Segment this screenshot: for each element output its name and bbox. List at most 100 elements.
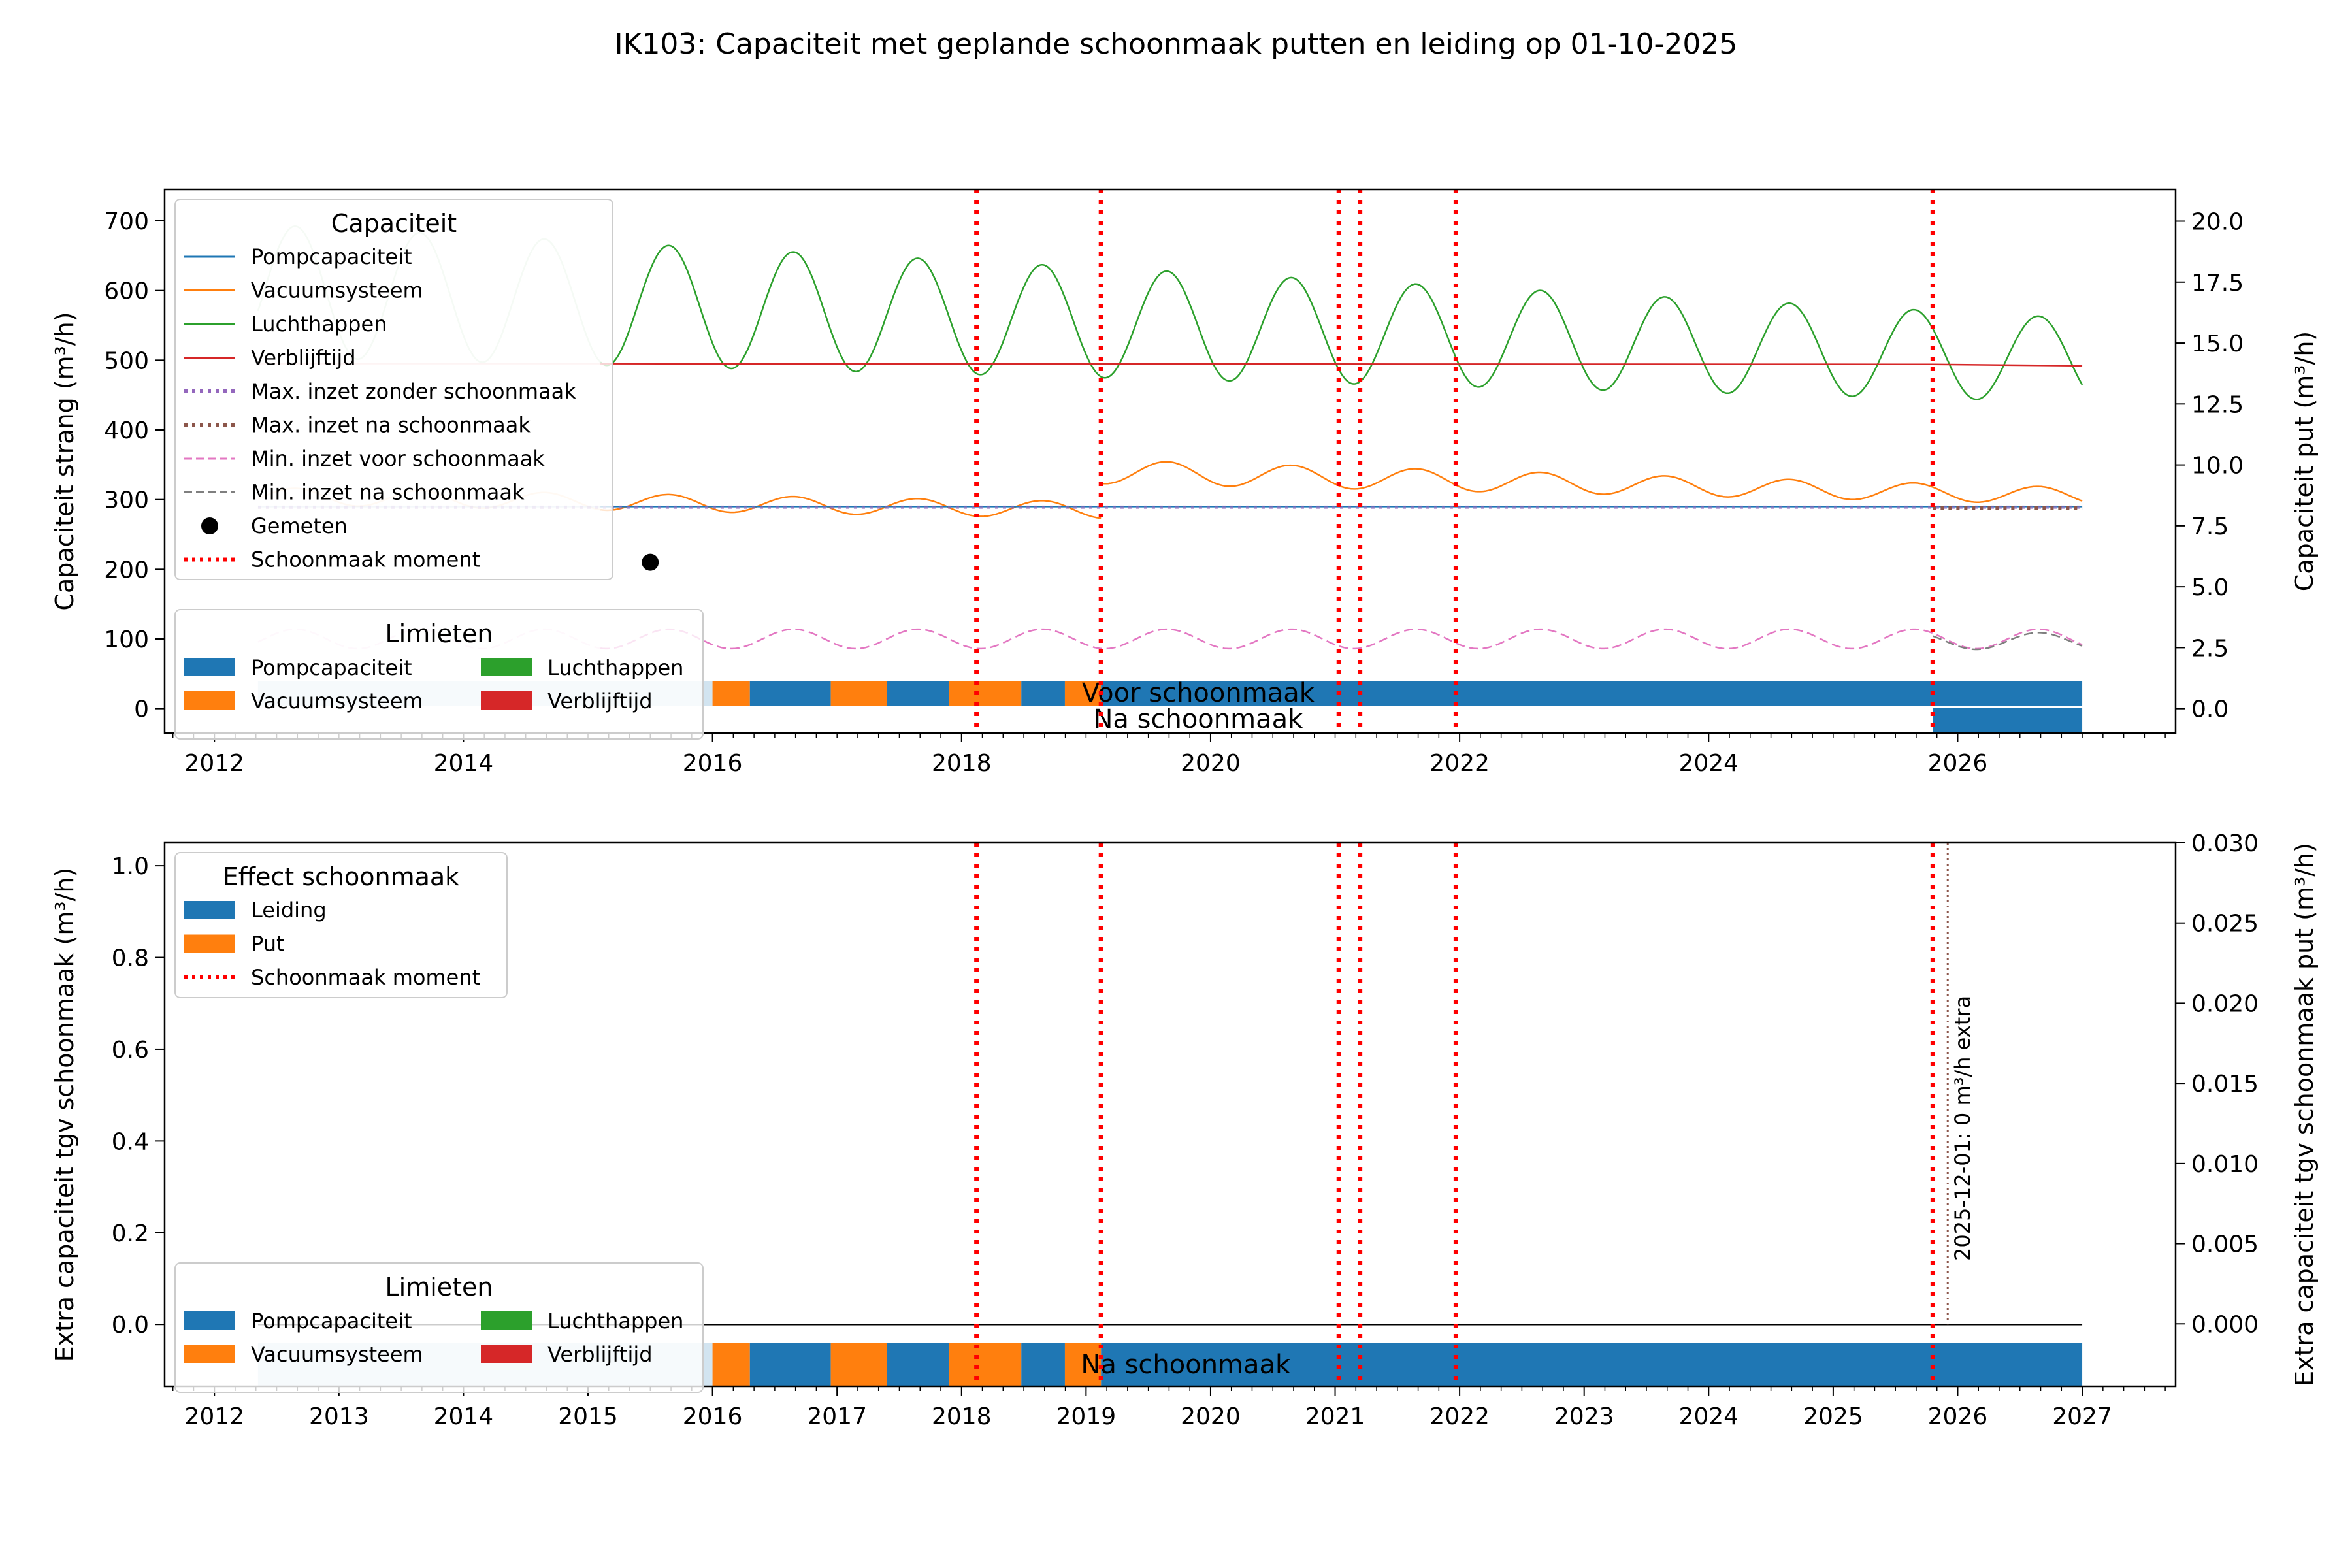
bottom-ytick-label-right: 0.025 xyxy=(2191,911,2259,938)
top-ylabel-right: Capaciteit put (m³/h) xyxy=(2290,331,2319,591)
bottom-xtick-label: 2012 xyxy=(184,1403,244,1430)
bottom-na-limit-bar xyxy=(712,1343,750,1386)
bottom-limieten-legend xyxy=(174,1262,704,1393)
annotation-label: 2025-12-01: 0 m³/h extra xyxy=(1950,996,1975,1261)
capaciteit-legend-entry: Pompcapaciteit xyxy=(251,244,412,269)
capaciteit-legend-entry: Min. inzet na schoonmaak xyxy=(251,480,525,505)
voor-schoonmaak-label: Voor schoonmaak xyxy=(1082,678,1315,708)
top-ytick-label-right: 12.5 xyxy=(2191,391,2244,418)
bottom-xtick-label: 2013 xyxy=(309,1403,369,1430)
top-na-limit-bar xyxy=(1933,708,2083,733)
bottom-limieten-swatch xyxy=(184,1345,235,1363)
top-ytick-label: 400 xyxy=(104,417,149,444)
effect-legend-entry: Put xyxy=(251,932,285,956)
bottom-ytick-label-right: 0.005 xyxy=(2191,1232,2259,1258)
effect-legend-entry: Leiding xyxy=(251,898,327,923)
capaciteit-legend-entry: Min. inzet voor schoonmaak xyxy=(251,446,545,471)
top-voor-limit-bar xyxy=(1021,681,1065,706)
effect-legend xyxy=(174,852,508,998)
top-voor-limit-bar xyxy=(949,681,1022,706)
top-xtick-label: 2018 xyxy=(932,750,992,777)
bottom-ytick-label: 0.8 xyxy=(112,945,149,972)
vacuumsysteem-line xyxy=(1101,461,2083,503)
top-ytick-label-right: 2.5 xyxy=(2191,635,2229,662)
bottom-limieten-entry: Verblijftijd xyxy=(547,1342,653,1367)
bottom-chart: Na schoonmaak 2025-12-01: 0 m³/h extra 201… xyxy=(50,830,2319,1430)
top-axes-frame xyxy=(163,188,2177,734)
bottom-xtick-label: 2020 xyxy=(1181,1403,1241,1430)
bottom-ytick-label-right: 0.030 xyxy=(2191,830,2259,857)
capaciteit-legend-title: Capaciteit xyxy=(331,209,457,238)
top-ytick-label: 200 xyxy=(104,557,149,583)
top-xtick-label: 2024 xyxy=(1678,750,1739,777)
bottom-xtick-label: 2023 xyxy=(1554,1403,1614,1430)
effect-legend-swatch xyxy=(184,901,235,919)
na-schoonmaak-label: Na schoonmaak xyxy=(1093,704,1303,734)
top-ytick-label-right: 15.0 xyxy=(2191,331,2244,357)
top-limieten-entry: Pompcapaciteit xyxy=(251,655,412,680)
top-voor-limit-bar xyxy=(749,681,831,706)
bottom-xtick-label: 2017 xyxy=(807,1403,867,1430)
bottom-ytick-label: 0.6 xyxy=(112,1037,149,1064)
bottom-xtick-label: 2025 xyxy=(1803,1403,1863,1430)
bottom-ytick-label-right: 0.010 xyxy=(2191,1151,2259,1178)
bottom-limieten-entry: Vacuumsysteem xyxy=(251,1342,423,1367)
top-limieten-swatch xyxy=(184,691,235,710)
bottom-na-schoonmaak-label: Na schoonmaak xyxy=(1081,1350,1291,1380)
top-ytick-label: 0 xyxy=(134,696,149,723)
top-ytick-label-right: 0.0 xyxy=(2191,696,2229,723)
effect-legend-title: Effect schoonmaak xyxy=(223,862,459,891)
bottom-ytick-label-right: 0.020 xyxy=(2191,990,2259,1017)
capaciteit-legend-entry: Vacuumsysteem xyxy=(251,278,423,303)
bottom-limieten-legend-title: Limieten xyxy=(385,1273,493,1301)
top-limieten-entry: Vacuumsysteem xyxy=(251,689,423,713)
top-xtick-label: 2020 xyxy=(1181,750,1241,777)
top-ytick-label-right: 10.0 xyxy=(2191,453,2244,480)
bottom-axes-frame xyxy=(163,841,2177,1388)
bottom-xtick-label: 2019 xyxy=(1056,1403,1117,1430)
capaciteit-legend-entry: Schoonmaak moment xyxy=(251,547,480,572)
bottom-xtick-label: 2018 xyxy=(932,1403,992,1430)
bottom-ytick-label: 0.4 xyxy=(112,1128,149,1155)
top-limieten-entry: Verblijftijd xyxy=(547,689,653,713)
bottom-na-limit-bar xyxy=(830,1343,887,1386)
top-ytick-label: 500 xyxy=(104,348,149,374)
capaciteit-legend-entry: Max. inzet zonder schoonmaak xyxy=(251,379,576,404)
bottom-xtick-label: 2024 xyxy=(1678,1403,1739,1430)
effect-legend-entry: Schoonmaak moment xyxy=(251,965,480,990)
bottom-ytick-label: 0.2 xyxy=(112,1220,149,1247)
top-voor-limit-bar xyxy=(887,681,949,706)
bottom-ytick-label: 0.0 xyxy=(112,1312,149,1339)
bottom-xtick-label: 2015 xyxy=(558,1403,618,1430)
top-ytick-label: 600 xyxy=(104,278,149,305)
min-inzet-na-line xyxy=(1933,632,2083,651)
bottom-na-limit-bar xyxy=(887,1343,949,1386)
top-voor-limit-bar xyxy=(1101,681,2083,706)
bottom-xtick-label: 2026 xyxy=(1928,1403,1988,1430)
top-xtick-label: 2016 xyxy=(683,750,743,777)
bottom-ytick-label: 1.0 xyxy=(112,853,149,880)
verblijftijd-line xyxy=(600,363,2083,367)
bottom-ylabel-left: Extra capaciteit tgv schoonmaak (m³/h) xyxy=(50,868,79,1362)
top-limieten-legend-title: Limieten xyxy=(385,619,493,648)
capaciteit-legend-entry: Gemeten xyxy=(251,514,348,538)
bottom-xtick-label: 2021 xyxy=(1305,1403,1365,1430)
top-ytick-label-right: 5.0 xyxy=(2191,574,2229,601)
figure-title: IK103: Capaciteit met geplande schoonmaa… xyxy=(615,27,1738,61)
bottom-na-limit-bar xyxy=(1064,1343,1102,1386)
top-ytick-label: 700 xyxy=(104,208,149,235)
top-xtick-label: 2012 xyxy=(184,750,244,777)
capaciteit-legend-entry: Max. inzet na schoonmaak xyxy=(251,413,531,438)
top-ytick-label-right: 17.5 xyxy=(2191,270,2244,297)
top-voor-limit-bar xyxy=(1064,681,1102,706)
luchthappen-line xyxy=(600,244,2083,400)
bottom-na-limit-bar xyxy=(949,1343,1022,1386)
top-limieten-swatch xyxy=(481,691,532,710)
bottom-na-limit-bar xyxy=(1021,1343,1065,1386)
bottom-limieten-entry: Luchthappen xyxy=(547,1309,683,1333)
gemeten-point xyxy=(642,553,659,571)
top-limieten-legend xyxy=(174,609,704,740)
capaciteit-legend-entry: Luchthappen xyxy=(251,312,387,336)
